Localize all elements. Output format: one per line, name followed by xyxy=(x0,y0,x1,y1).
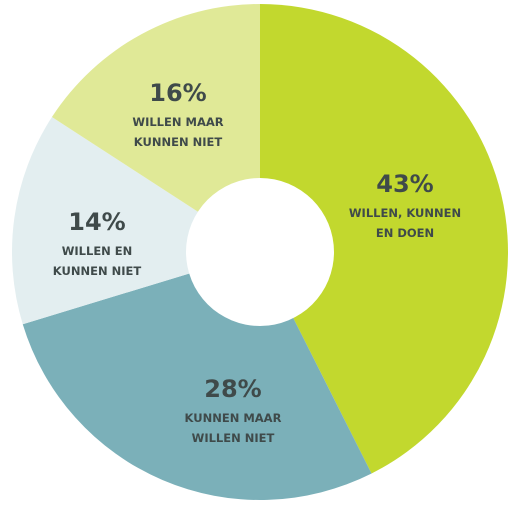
slice-category-label: KUNNEN NIET xyxy=(134,135,223,149)
slice-category-label: WILLEN MAAR xyxy=(132,115,223,129)
slice-percent-label: 28% xyxy=(204,375,261,403)
slice-category-label: WILLEN NIET xyxy=(192,431,275,445)
slice-percent-label: 43% xyxy=(376,170,433,198)
slice-category-label: WILLEN EN xyxy=(62,244,133,258)
slice-percent-label: 14% xyxy=(68,208,125,236)
slice-4 xyxy=(51,3,260,252)
slice-percent-label: 16% xyxy=(149,79,206,107)
slice-category-label: WILLEN, KUNNEN xyxy=(349,206,461,220)
slice-category-label: KUNNEN NIET xyxy=(53,264,142,278)
donut-hole xyxy=(186,178,334,326)
slice-labels: 43% WILLEN, KUNNEN EN DOEN 28% KUNNEN MAAR WI… xyxy=(53,79,461,445)
slice-category-label: KUNNEN MAAR xyxy=(185,411,282,425)
slice-1 xyxy=(260,4,508,474)
slice-category-label: EN DOEN xyxy=(376,226,434,240)
slice-3 xyxy=(12,117,260,325)
